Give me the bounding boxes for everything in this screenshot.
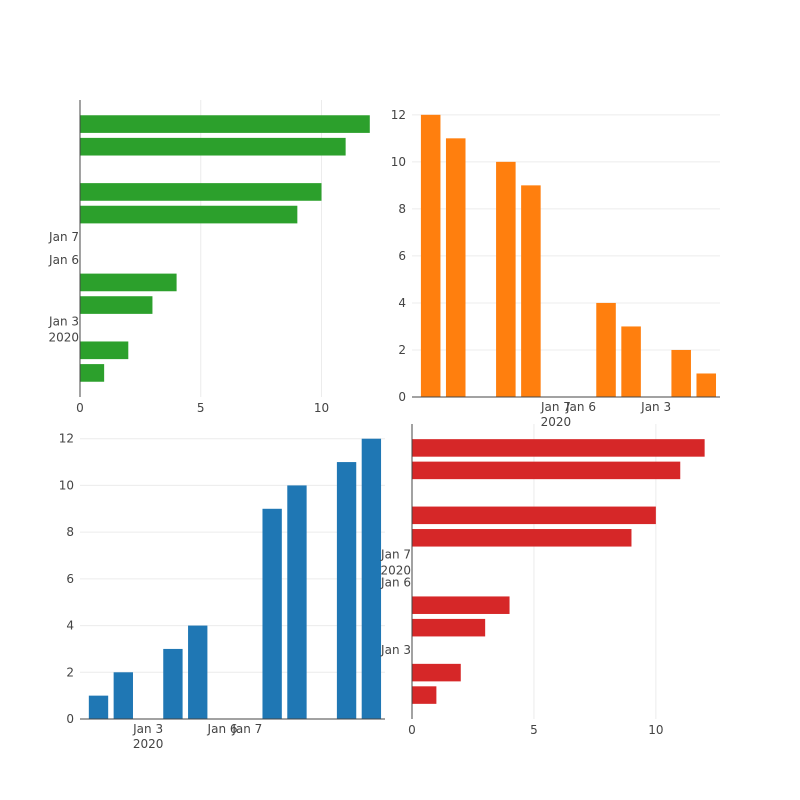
chart-3-y-tick-label: 2 xyxy=(66,665,74,679)
chart-4-y-tick-year: 2020 xyxy=(380,563,411,577)
chart-2-bar-jan-9 xyxy=(496,161,516,397)
chart-top-left: 0 5 10 Jan 3 2020 Jan 6 Jan 7 xyxy=(48,100,370,415)
chart-2-y-tick-label: 2 xyxy=(398,343,406,357)
chart-2-y-tick-label: 4 xyxy=(398,296,406,310)
chart-4-bar-jan-4 xyxy=(412,618,486,637)
chart-4-bar-jan-2 xyxy=(412,663,461,682)
chart-2-bar-jan-11 xyxy=(445,138,466,397)
chart-4-y-tick-label: Jan 6 xyxy=(380,576,411,590)
chart-3-x-tick-year: 2020 xyxy=(133,737,164,751)
chart-4-x-tick-label: 0 xyxy=(408,723,416,737)
chart-2-x-tick-label: Jan 7 xyxy=(540,400,571,414)
chart-3-y-tick-label: 12 xyxy=(59,432,74,446)
chart-3-bar-jan-4 xyxy=(163,648,183,719)
chart-1-x-tick-label: 10 xyxy=(314,401,329,415)
chart-4-x-tick-label: 10 xyxy=(648,723,663,737)
chart-1-y-tick-label: Jan 7 xyxy=(48,230,79,244)
chart-3-y-tick-label: 0 xyxy=(66,712,74,726)
chart-2-bar-jan-1 xyxy=(696,373,717,397)
chart-1-bar-jan-2 xyxy=(80,341,129,360)
chart-2-bar-jan-12 xyxy=(420,114,441,397)
chart-3-bar-jan-11 xyxy=(336,462,357,719)
chart-3-y-tick-label: 6 xyxy=(66,572,74,586)
chart-1-bar-jan-8 xyxy=(80,205,298,224)
chart-1-y-tick-label: Jan 6 xyxy=(48,253,79,267)
chart-2-y-tick-label: 0 xyxy=(398,390,406,404)
chart-1-bar-jan-1 xyxy=(80,364,105,382)
chart-3-x-tick-label: Jan 7 xyxy=(231,722,262,736)
chart-1-y-tick-label: Jan 3 xyxy=(48,315,79,329)
chart-1-bar-jan-5 xyxy=(80,273,177,292)
chart-4-bar-jan-5 xyxy=(412,596,510,614)
chart-3-bar-jan-8 xyxy=(262,508,282,719)
chart-3-bar-jan-12 xyxy=(361,438,382,719)
chart-2-y-tick-label: 6 xyxy=(398,249,406,263)
chart-2-bar-jan-5 xyxy=(596,302,616,397)
chart-3-x-tick-label: Jan 3 xyxy=(132,722,163,736)
chart-2-y-tick-label: 10 xyxy=(391,155,406,169)
chart-2-y-tick-label: 8 xyxy=(398,202,406,216)
chart-3-bar-jan-2 xyxy=(113,672,133,719)
chart-4-bar-jan-12 xyxy=(412,439,705,457)
chart-4-x-tick-label: 5 xyxy=(530,723,538,737)
chart-3-y-tick-label: 10 xyxy=(59,478,74,492)
chart-4-bar-jan-1 xyxy=(412,686,437,704)
chart-4-y-tick-label: Jan 7 xyxy=(380,547,411,561)
chart-1-bar-jan-9 xyxy=(80,183,322,201)
chart-2-x-tick-year: 2020 xyxy=(541,415,572,429)
chart-3-bar-jan-1 xyxy=(88,695,109,719)
chart-2-bar-jan-8 xyxy=(521,185,541,397)
chart-3-x-tick-label: Jan 6 xyxy=(207,722,238,736)
chart-4-y-tick-label: Jan 3 xyxy=(380,643,411,657)
chart-2-x-tick-label: Jan 6 xyxy=(565,400,596,414)
chart-1-bar-jan-11 xyxy=(80,137,346,156)
chart-1-y-tick-year: 2020 xyxy=(48,331,79,345)
chart-1-x-tick-label: 5 xyxy=(197,401,205,415)
chart-1-bar-jan-4 xyxy=(80,296,153,314)
chart-3-bar-jan-9 xyxy=(287,485,307,719)
chart-4-bar-jan-9 xyxy=(412,506,656,525)
chart-3-bar-jan-5 xyxy=(188,625,208,719)
chart-1-x-tick-label: 0 xyxy=(76,401,84,415)
chart-4-bar-jan-8 xyxy=(412,529,632,547)
chart-4-bar-jan-11 xyxy=(412,461,681,480)
chart-1-bar-jan-12 xyxy=(80,115,370,133)
chart-3-y-tick-label: 8 xyxy=(66,525,74,539)
chart-2-bar-jan-4 xyxy=(621,326,641,397)
chart-2-x-tick-label: Jan 3 xyxy=(640,400,671,414)
chart-2-bar-jan-2 xyxy=(671,349,691,397)
chart-3-y-tick-label: 4 xyxy=(66,619,74,633)
chart-2-y-tick-label: 12 xyxy=(391,108,406,122)
